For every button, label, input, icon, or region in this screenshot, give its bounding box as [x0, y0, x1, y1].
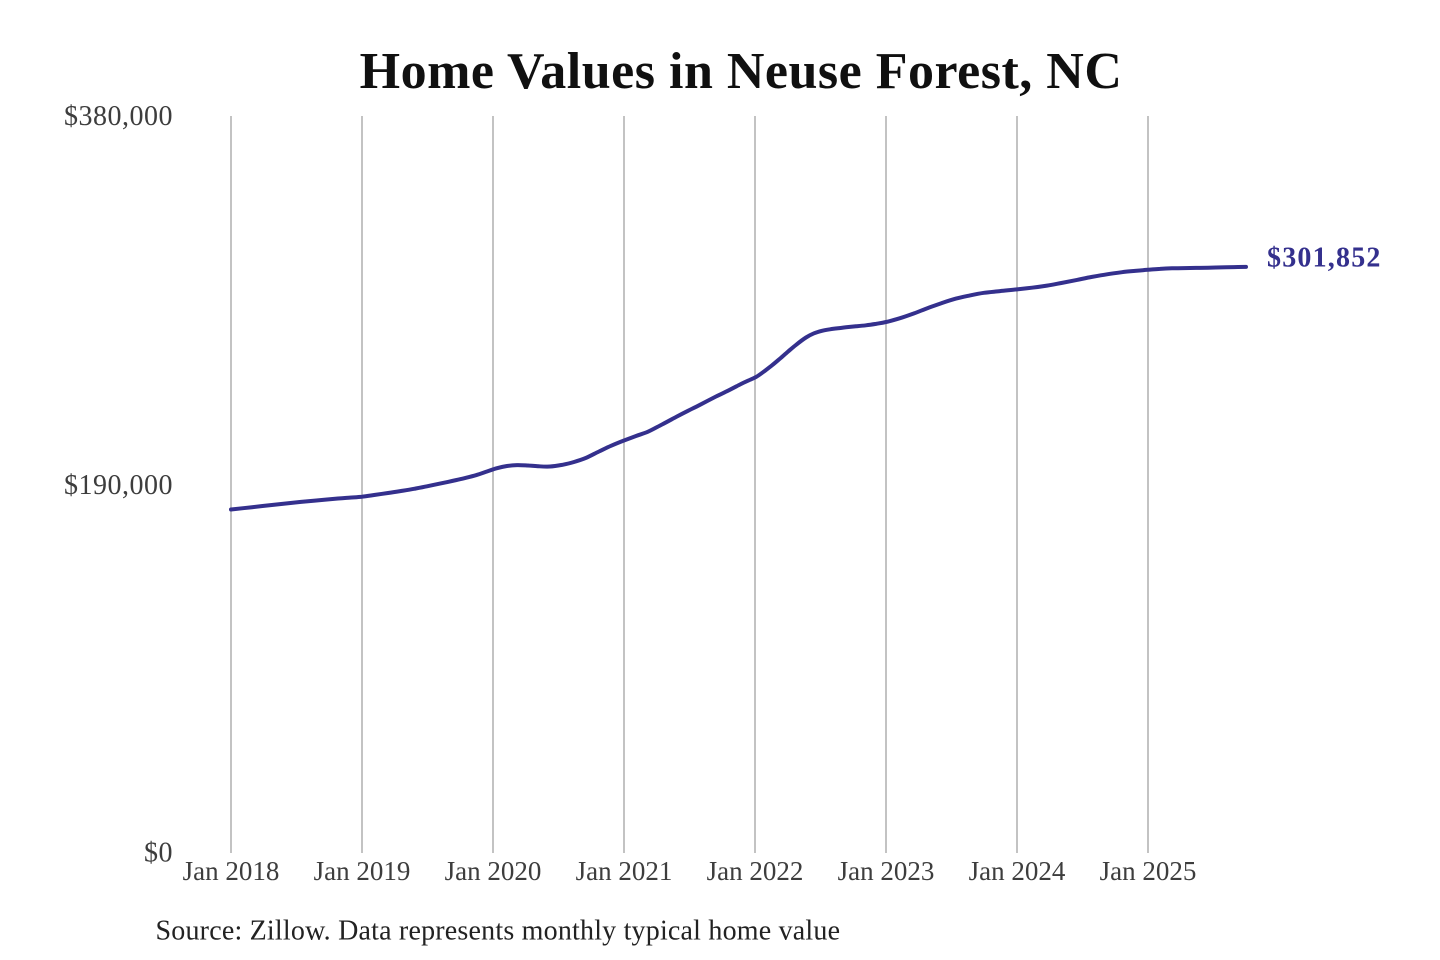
- svg-text:Jan 2018: Jan 2018: [183, 856, 280, 886]
- svg-text:$190,000: $190,000: [64, 470, 173, 501]
- svg-text:Source: Zillow. Data represent: Source: Zillow. Data represents monthly …: [156, 916, 841, 947]
- svg-text:Jan 2025: Jan 2025: [1100, 856, 1197, 886]
- svg-text:Jan 2022: Jan 2022: [707, 856, 804, 886]
- svg-text:Jan 2019: Jan 2019: [314, 856, 411, 886]
- svg-text:$380,000: $380,000: [64, 101, 173, 132]
- svg-text:$301,852: $301,852: [1267, 243, 1382, 274]
- svg-text:Jan 2020: Jan 2020: [445, 856, 542, 886]
- svg-text:Home Values in Neuse Forest, N: Home Values in Neuse Forest, NC: [360, 43, 1123, 100]
- svg-text:$0: $0: [144, 838, 173, 869]
- svg-text:Jan 2023: Jan 2023: [838, 856, 935, 886]
- svg-text:Jan 2024: Jan 2024: [969, 856, 1066, 886]
- svg-text:Jan 2021: Jan 2021: [576, 856, 673, 886]
